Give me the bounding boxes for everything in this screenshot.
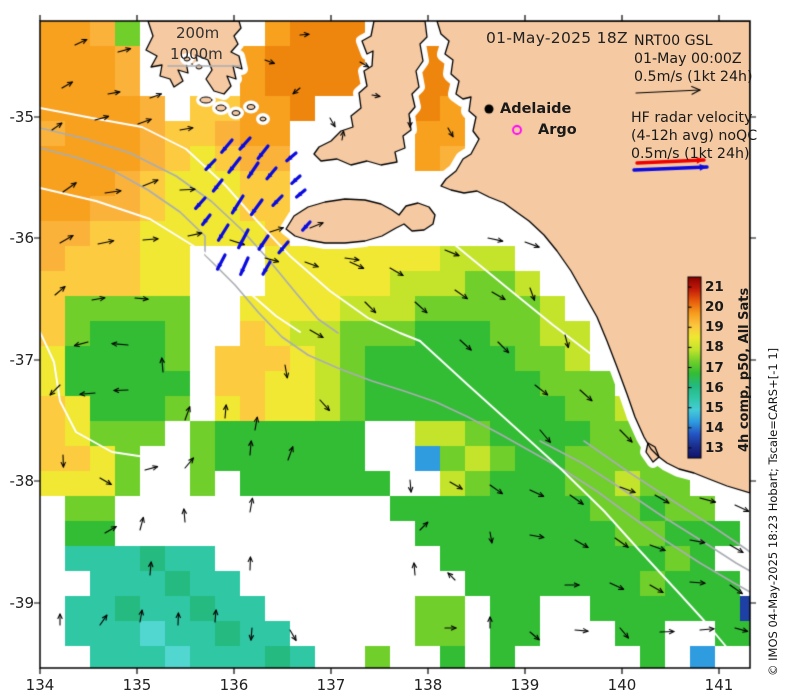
- y-tick-label: -38: [9, 472, 35, 490]
- x-tick-label: 141: [704, 676, 734, 694]
- y-tick-label: -39: [9, 594, 35, 612]
- hf-legend-scale: 0.5m/s (1kt 24h): [631, 146, 750, 162]
- y-tick-label: -35: [9, 108, 35, 126]
- colorbar-tick-label: 16: [705, 379, 724, 396]
- colorbar-tick-label: 20: [705, 299, 724, 316]
- colorbar-tick-label: 18: [705, 339, 724, 356]
- hf-legend-detail: (4-12h avg) noQC: [631, 128, 758, 144]
- colorbar-tick-label: 17: [705, 359, 724, 376]
- y-tick-label: -36: [9, 229, 35, 247]
- contour-label-1000m: 1000m: [170, 45, 223, 63]
- colorbar-tick-label: 13: [705, 439, 724, 456]
- x-tick-label: 134: [25, 676, 55, 694]
- model-legend-name: NRT00 GSL: [634, 33, 713, 49]
- x-tick-label: 136: [219, 676, 249, 694]
- x-tick-label: 139: [510, 676, 540, 694]
- x-tick-label: 135: [122, 676, 152, 694]
- model-legend-scale: 0.5m/s (1kt 24h): [634, 69, 753, 85]
- x-tick-label: 137: [316, 676, 346, 694]
- colorbar-tick-label: 19: [705, 319, 724, 336]
- adelaide-city-label: Adelaide: [500, 101, 572, 117]
- contour-label-200m: 200m: [176, 24, 220, 42]
- colorbar-title: 4h comp, p50, All Sats: [737, 287, 752, 452]
- model-legend-time: 01-May 00:00Z: [634, 51, 742, 67]
- y-tick-label: -37: [9, 351, 35, 369]
- argo-float-label: Argo: [538, 122, 577, 138]
- hf-legend-name: HF radar velocity: [631, 110, 753, 126]
- colorbar-tick-label: 21: [705, 279, 724, 296]
- map-date-title: 01-May-2025 18Z: [486, 29, 628, 47]
- colorbar-tick-label: 15: [705, 399, 724, 416]
- colorbar-tick-label: 14: [705, 419, 724, 436]
- x-tick-label: 138: [413, 676, 443, 694]
- x-tick-label: 140: [607, 676, 637, 694]
- credit-text: © IMOS 04-May-2025 18:23 Hobart; Tscale=…: [766, 347, 780, 676]
